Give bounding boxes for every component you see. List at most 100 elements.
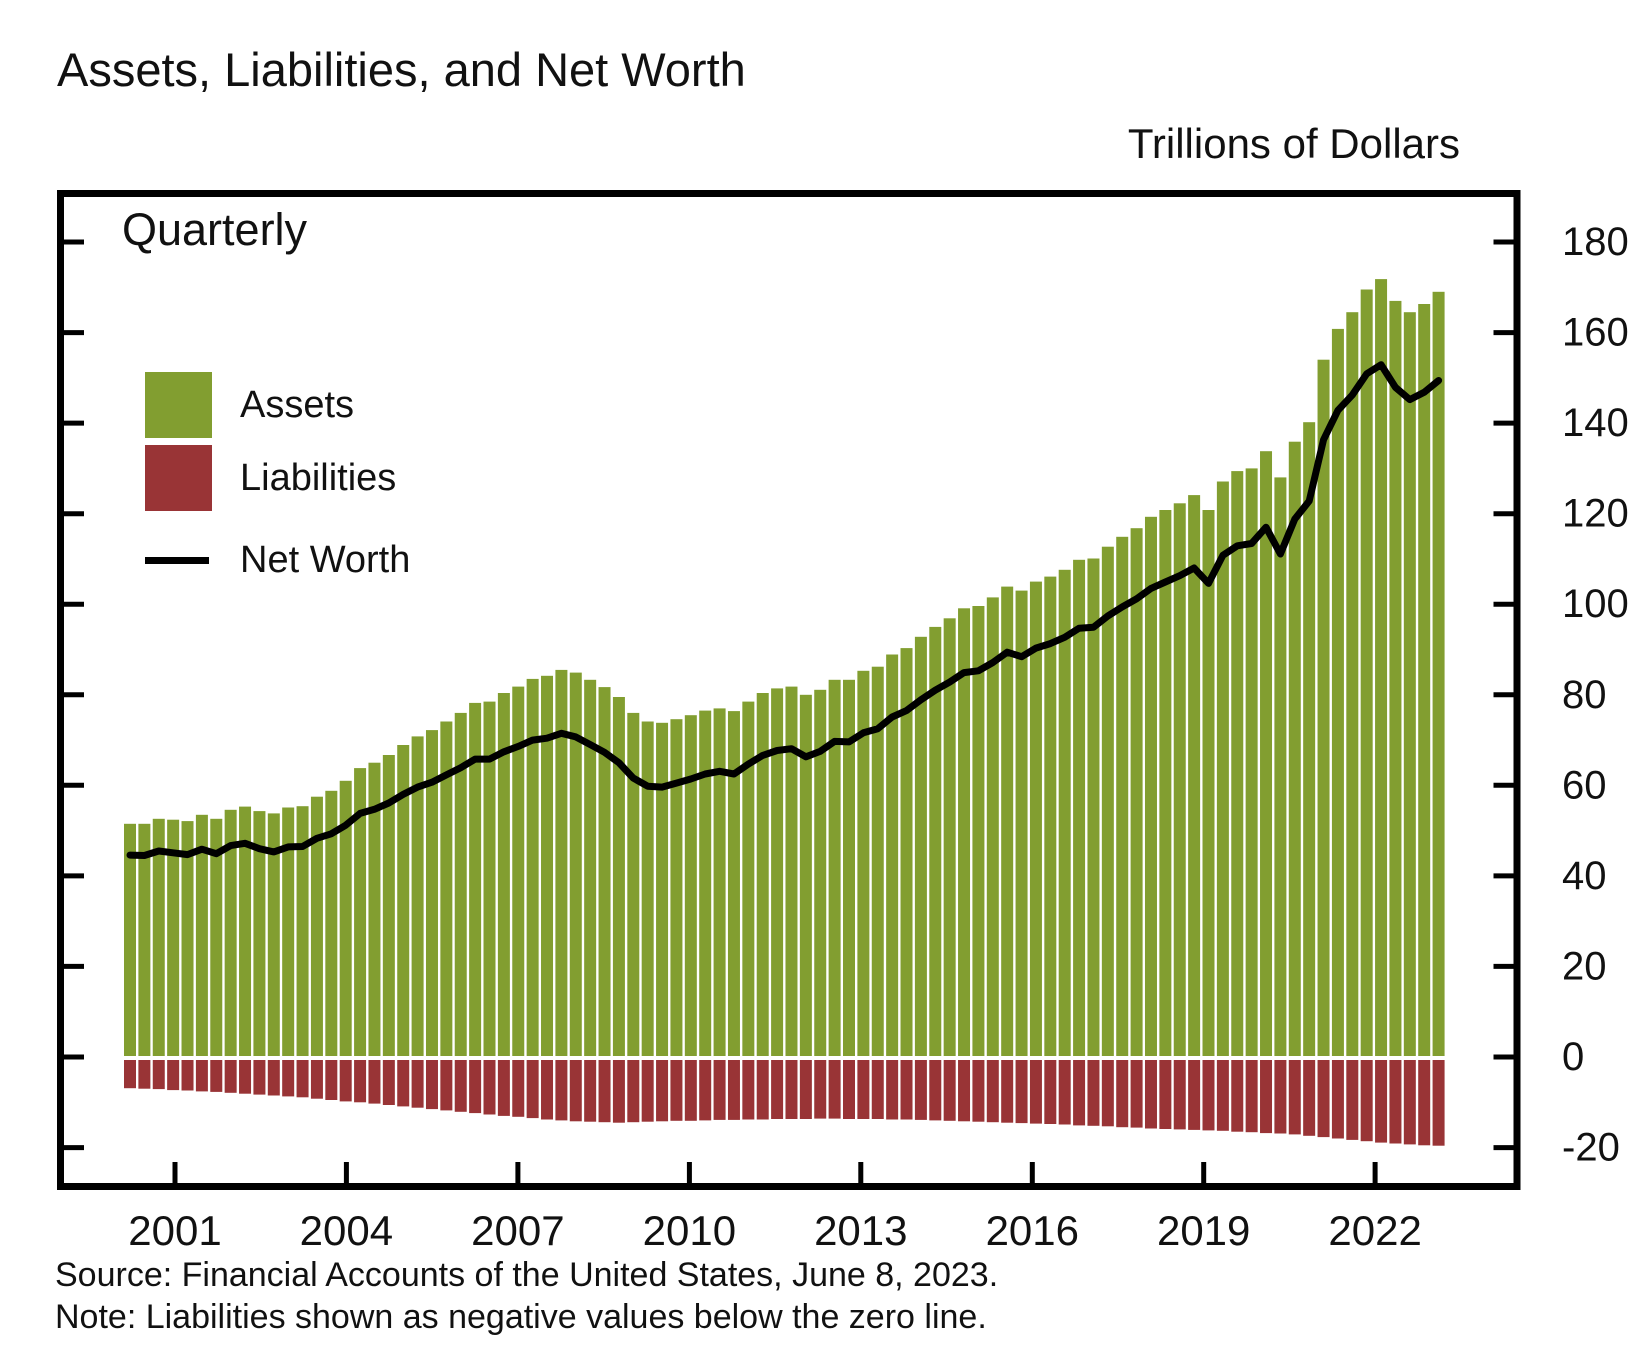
asset-bar <box>713 708 726 1056</box>
asset-bar <box>1418 304 1431 1056</box>
asset-bar <box>857 670 870 1056</box>
asset-bar <box>1346 312 1359 1056</box>
asset-bar <box>598 687 611 1056</box>
asset-bar <box>972 606 985 1056</box>
liability-bar <box>325 1060 338 1100</box>
liability-bar <box>598 1060 611 1123</box>
liability-bar <box>167 1060 180 1091</box>
liability-bar <box>843 1060 855 1119</box>
legend-item-liabilities: Liabilities <box>145 445 410 511</box>
liability-bar <box>785 1060 798 1119</box>
asset-bar <box>900 648 913 1056</box>
liability-bar <box>569 1060 582 1122</box>
asset-bar <box>1073 559 1086 1056</box>
liability-bar <box>1015 1060 1028 1124</box>
plot-border <box>57 190 1521 1190</box>
asset-bar <box>1245 468 1258 1056</box>
y-tick-label: 180 <box>1562 220 1629 264</box>
liability-bar <box>267 1060 280 1096</box>
y-tick-label: 60 <box>1562 763 1607 807</box>
liability-bar <box>900 1060 913 1120</box>
liability-bar <box>972 1060 985 1122</box>
liability-bar <box>828 1060 841 1119</box>
y-axis-units-label: Trillions of Dollars <box>1127 120 1460 167</box>
liability-bar <box>1087 1060 1100 1126</box>
liability-bar <box>799 1060 812 1119</box>
asset-bar <box>1159 510 1172 1056</box>
footnotes: Source: Financial Accounts of the United… <box>55 1254 998 1338</box>
liability-bar <box>239 1060 252 1094</box>
liability-bar <box>152 1060 165 1090</box>
liability-bar <box>555 1060 568 1121</box>
liability-bar <box>943 1060 956 1121</box>
asset-bar <box>1188 495 1201 1057</box>
liability-bar <box>1188 1060 1201 1130</box>
liability-bar <box>195 1060 208 1092</box>
asset-bar <box>742 701 755 1056</box>
asset-bar <box>584 679 597 1056</box>
liability-bar <box>1159 1060 1172 1129</box>
liability-bar <box>310 1060 323 1099</box>
asset-bar <box>1144 516 1157 1056</box>
x-tick-label: 2019 <box>1157 1207 1250 1254</box>
asset-bar <box>1130 528 1143 1056</box>
liability-bar <box>958 1060 971 1122</box>
liability-bar <box>1001 1060 1014 1123</box>
y-tick-label: 80 <box>1562 673 1607 717</box>
asset-bar <box>670 719 683 1056</box>
liability-bar <box>138 1060 151 1089</box>
liability-bar <box>1101 1060 1114 1127</box>
asset-bar <box>310 796 323 1056</box>
liability-bar <box>296 1060 309 1098</box>
legend: Assets Liabilities Net Worth <box>145 372 410 593</box>
y-tick-label: 0 <box>1562 1035 1584 1079</box>
y-tick-label: -20 <box>1562 1126 1620 1170</box>
asset-bar <box>1403 312 1416 1056</box>
asset-bar <box>1087 558 1100 1056</box>
asset-bar <box>684 715 697 1056</box>
liability-bar <box>1216 1060 1229 1131</box>
asset-bar <box>1303 422 1316 1056</box>
liability-bar <box>1245 1060 1258 1133</box>
asset-bar <box>296 806 309 1056</box>
liability-bar <box>210 1060 223 1092</box>
assets-bars <box>124 279 1445 1057</box>
asset-bar <box>1058 569 1071 1056</box>
asset-bar <box>771 688 784 1056</box>
asset-bar <box>497 693 510 1056</box>
x-axis-labels: 2001 2004 2007 2010 2013 2016 2019 2022 <box>128 1207 1422 1254</box>
asset-bar <box>627 712 640 1056</box>
liability-bar <box>1116 1060 1129 1128</box>
asset-bar <box>1317 359 1330 1056</box>
liability-bar <box>670 1060 683 1121</box>
liability-bar <box>929 1060 942 1121</box>
liability-bar <box>382 1060 395 1105</box>
net-worth-line <box>126 361 1443 859</box>
asset-bar <box>210 818 223 1056</box>
asset-bar <box>756 693 769 1056</box>
liability-bar <box>526 1060 539 1119</box>
asset-bar <box>1101 546 1114 1056</box>
asset-bar <box>914 636 927 1056</box>
asset-bar <box>440 721 453 1056</box>
liability-bar <box>1029 1060 1042 1124</box>
liability-bar <box>1360 1060 1373 1142</box>
asset-bar <box>641 721 654 1056</box>
liability-bar <box>454 1060 467 1112</box>
asset-bar <box>1375 279 1388 1057</box>
axis-ticks <box>64 239 1514 1183</box>
asset-bar <box>339 780 352 1056</box>
asset-bar <box>871 666 884 1056</box>
liability-bar <box>584 1060 597 1122</box>
liability-bar <box>1331 1060 1344 1139</box>
net-worth-legend-label: Net Worth <box>240 538 411 581</box>
liability-bar <box>1173 1060 1186 1130</box>
liability-bar <box>541 1060 554 1120</box>
asset-bar <box>1260 451 1273 1056</box>
liability-bar <box>1044 1060 1057 1124</box>
asset-bar <box>1116 536 1129 1056</box>
liability-bar <box>339 1060 352 1102</box>
liability-bar <box>124 1060 136 1089</box>
